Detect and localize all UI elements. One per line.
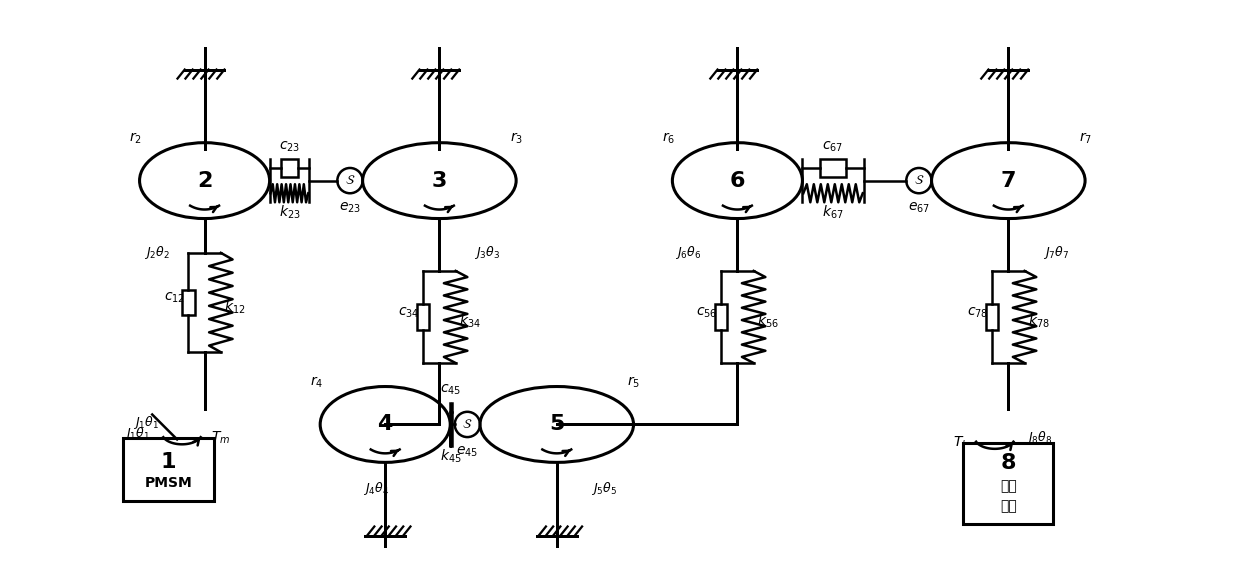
Text: $c_{23}$: $c_{23}$ — [279, 139, 300, 154]
Text: 6: 6 — [729, 171, 745, 191]
Text: 4: 4 — [377, 414, 393, 434]
Text: $k_{23}$: $k_{23}$ — [279, 204, 300, 221]
Text: $J_6\theta_6$: $J_6\theta_6$ — [675, 244, 702, 261]
Text: $k_{67}$: $k_{67}$ — [822, 204, 844, 221]
Text: $J_7\theta_7$: $J_7\theta_7$ — [1043, 244, 1069, 261]
Text: $\mathcal{S}$: $\mathcal{S}$ — [914, 174, 924, 187]
Text: $e_{45}$: $e_{45}$ — [456, 444, 479, 458]
Bar — [417, 304, 429, 330]
Text: 截割: 截割 — [999, 479, 1017, 493]
Text: $c_{45}$: $c_{45}$ — [440, 383, 461, 397]
Text: $\mathcal{S}$: $\mathcal{S}$ — [345, 174, 355, 187]
Text: 8: 8 — [1001, 453, 1016, 473]
Text: $J_3\theta_3$: $J_3\theta_3$ — [474, 244, 500, 261]
Text: $k_{56}$: $k_{56}$ — [758, 313, 779, 330]
Text: $r_3$: $r_3$ — [510, 131, 523, 146]
Text: PMSM: PMSM — [145, 476, 192, 490]
Text: $c_{56}$: $c_{56}$ — [696, 305, 718, 320]
Text: 2: 2 — [197, 171, 212, 191]
Text: $J_8\theta_8$: $J_8\theta_8$ — [1027, 430, 1053, 447]
Text: $e_{67}$: $e_{67}$ — [908, 201, 930, 215]
Text: $T_l$: $T_l$ — [952, 434, 966, 451]
Text: $r_7$: $r_7$ — [1079, 131, 1092, 146]
Text: $r_4$: $r_4$ — [310, 375, 324, 390]
Text: $c_{12}$: $c_{12}$ — [164, 291, 185, 305]
Bar — [182, 290, 195, 315]
Text: $c_{67}$: $c_{67}$ — [822, 139, 843, 154]
Text: 7: 7 — [1001, 171, 1016, 191]
Text: $r_2$: $r_2$ — [129, 131, 143, 146]
Text: $k_{45}$: $k_{45}$ — [440, 448, 461, 465]
Bar — [820, 159, 846, 177]
Text: $e_{23}$: $e_{23}$ — [339, 201, 361, 215]
Text: $c_{34}$: $c_{34}$ — [398, 305, 419, 320]
Text: $J_2\theta_2$: $J_2\theta_2$ — [144, 244, 170, 261]
Text: $c_{78}$: $c_{78}$ — [967, 305, 988, 320]
Bar — [714, 304, 728, 330]
Text: 滚筒: 滚筒 — [999, 499, 1017, 512]
Bar — [281, 159, 298, 177]
Bar — [986, 304, 998, 330]
Text: $T_m$: $T_m$ — [211, 430, 231, 446]
Text: $J_1\theta_1$: $J_1\theta_1$ — [134, 414, 160, 431]
Text: $\mathcal{S}$: $\mathcal{S}$ — [463, 418, 472, 431]
Bar — [963, 443, 1054, 524]
Text: $r_5$: $r_5$ — [627, 375, 640, 390]
Bar — [123, 438, 213, 501]
Text: $J_1\theta_1$: $J_1\theta_1$ — [124, 425, 150, 442]
Text: $k_{78}$: $k_{78}$ — [1028, 313, 1050, 330]
Text: $J_5\theta_5$: $J_5\theta_5$ — [591, 480, 618, 497]
Text: 1: 1 — [161, 453, 176, 473]
Text: 3: 3 — [432, 171, 448, 191]
Text: $r_6$: $r_6$ — [662, 131, 676, 146]
Text: $k_{12}$: $k_{12}$ — [224, 298, 246, 316]
Text: 5: 5 — [549, 414, 564, 434]
Text: $k_{34}$: $k_{34}$ — [459, 313, 481, 330]
Text: $J_4\theta_4$: $J_4\theta_4$ — [363, 480, 389, 497]
